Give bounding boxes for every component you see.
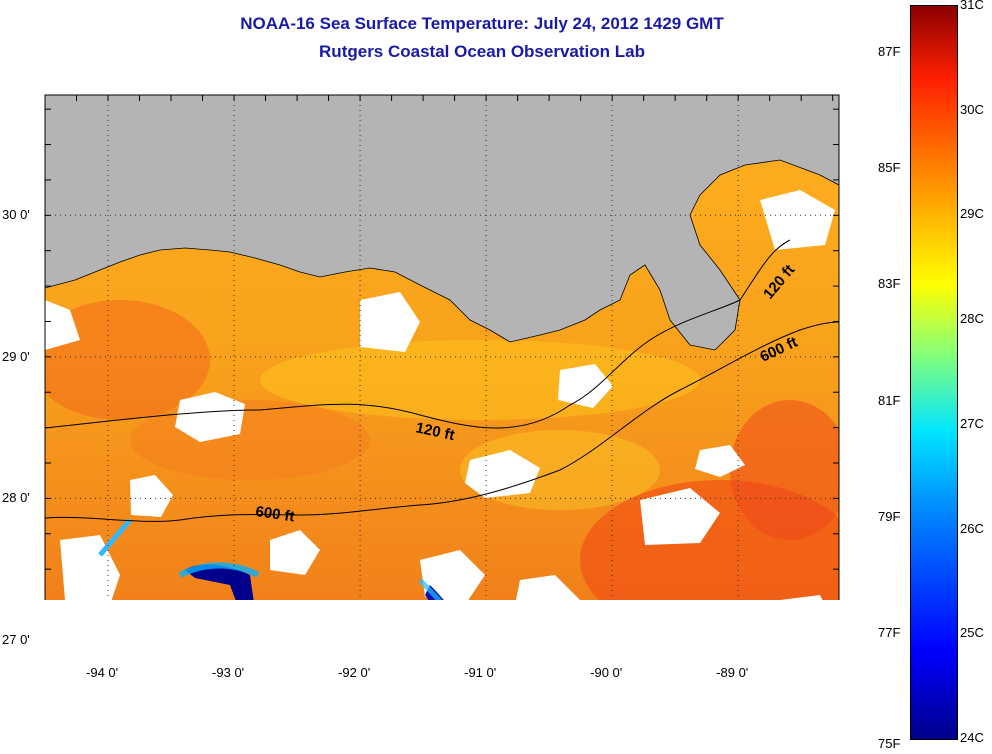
colorbar-celsius-label: 25C bbox=[960, 625, 984, 641]
isobath-120ft bbox=[45, 239, 791, 429]
colorbar-fahrenheit-label: 79F bbox=[878, 508, 901, 524]
y-tick-label: 30 0' bbox=[2, 207, 30, 223]
x-tick-label: -89 0' bbox=[716, 665, 749, 680]
map-frame bbox=[44, 94, 840, 600]
land-mass bbox=[45, 95, 839, 351]
warm-patch bbox=[730, 400, 839, 540]
colorbar-fahrenheit-label: 87F bbox=[878, 43, 901, 59]
y-tick-label: 28 0' bbox=[2, 490, 30, 506]
map-subtitle: Rutgers Coastal Ocean Observation Lab bbox=[319, 42, 645, 61]
colorbar-fahrenheit-label: 75F bbox=[878, 736, 901, 751]
x-tick-label: -92 0' bbox=[338, 665, 371, 680]
x-tick-label: -94 0' bbox=[86, 665, 119, 680]
warm-patch bbox=[130, 400, 370, 480]
colorbar-fahrenheit-label: 85F bbox=[878, 159, 901, 175]
temperature-colorbar bbox=[910, 5, 958, 740]
sst-map: 120 ft 600 ft 120 ft 600 ft bbox=[44, 94, 840, 600]
colorbar-celsius-label: 30C bbox=[960, 101, 984, 117]
cloud-cover bbox=[45, 190, 835, 600]
colorbar-fahrenheit-label: 81F bbox=[878, 392, 901, 408]
x-tick-label: -90 0' bbox=[590, 665, 623, 680]
x-tick-label: -91 0' bbox=[464, 665, 497, 680]
map-title: NOAA-16 Sea Surface Temperature: July 24… bbox=[240, 14, 724, 33]
warm-patch bbox=[45, 300, 210, 420]
y-tick-label: 29 0' bbox=[2, 348, 30, 364]
cold-streaks bbox=[98, 518, 444, 600]
colorbar-celsius-label: 28C bbox=[960, 311, 984, 327]
colorbar-celsius-label: 31C bbox=[960, 0, 984, 12]
colorbar-celsius-label: 27C bbox=[960, 415, 984, 431]
axis-ticks bbox=[44, 95, 839, 570]
colorbar-fahrenheit-label: 83F bbox=[878, 276, 901, 292]
colorbar-fahrenheit-label: 77F bbox=[878, 625, 901, 641]
isobath-600ft bbox=[45, 321, 839, 522]
graticule bbox=[45, 95, 839, 600]
x-tick-label: -93 0' bbox=[212, 665, 245, 680]
colorbar-celsius-label: 24C bbox=[960, 730, 984, 745]
colorbar-celsius-label: 29C bbox=[960, 206, 984, 222]
colorbar-celsius-label: 26C bbox=[960, 520, 984, 536]
y-tick-label: 27 0' bbox=[2, 631, 30, 647]
contour-label: 600 ft bbox=[254, 503, 295, 525]
